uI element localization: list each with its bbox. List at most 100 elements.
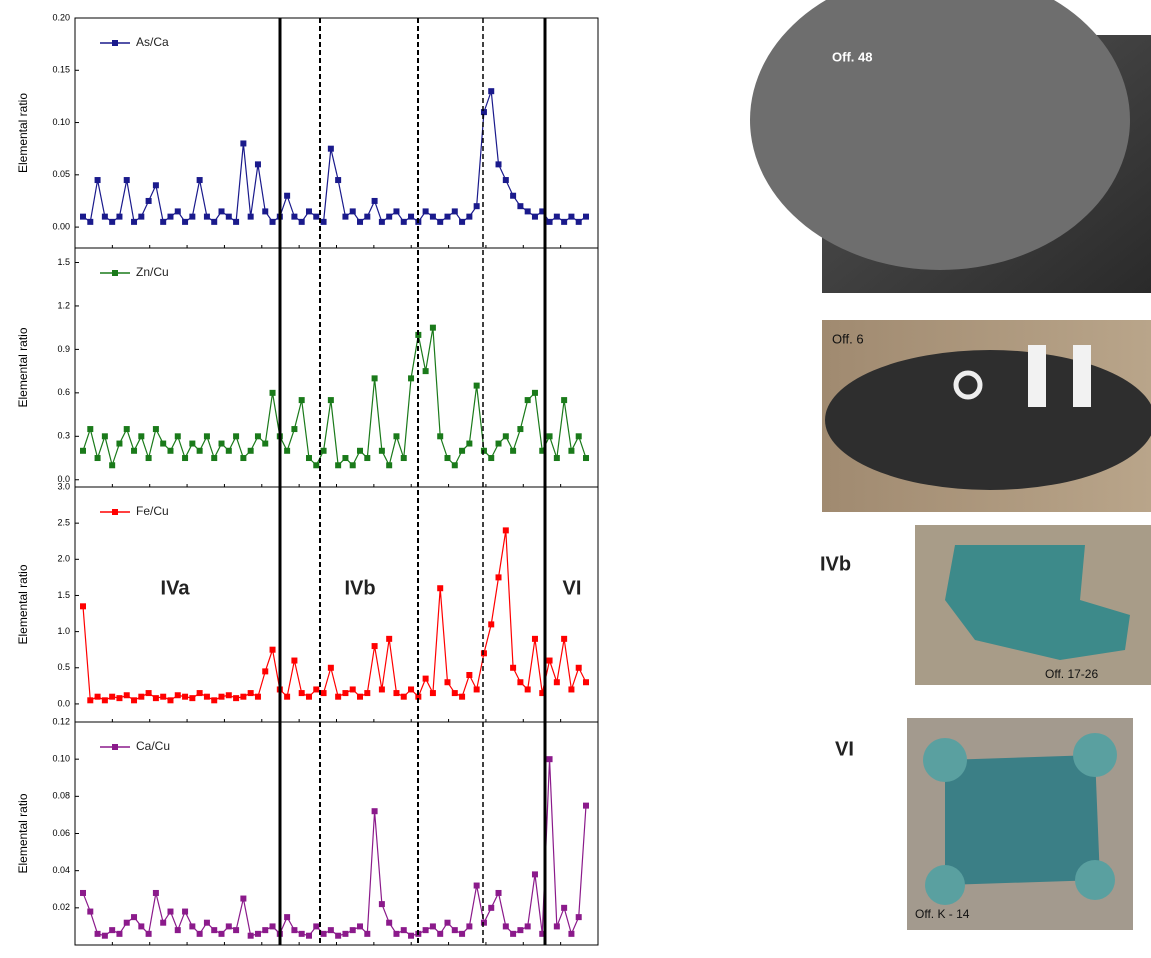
series-line	[82, 759, 587, 937]
data-point	[203, 919, 210, 926]
data-point	[524, 923, 531, 930]
photo-detail	[925, 865, 965, 905]
data-point	[320, 447, 327, 454]
data-point	[575, 218, 582, 225]
data-point	[364, 213, 371, 220]
data-point	[408, 686, 415, 693]
data-point	[247, 213, 254, 220]
data-point	[225, 447, 232, 454]
data-point	[109, 462, 116, 469]
data-point	[269, 923, 276, 930]
data-point	[189, 213, 196, 220]
data-point	[502, 923, 509, 930]
data-point	[211, 927, 218, 934]
data-point	[174, 692, 181, 699]
data-point	[233, 695, 240, 702]
y-tick-label: 1.5	[57, 590, 70, 600]
data-point	[138, 433, 145, 440]
data-point	[211, 455, 218, 462]
data-point	[145, 455, 152, 462]
data-point	[335, 177, 342, 184]
data-point	[291, 657, 298, 664]
data-point	[254, 930, 261, 937]
data-point	[488, 88, 495, 95]
y-tick-label: 0.9	[57, 344, 70, 354]
data-point	[160, 218, 167, 225]
data-point	[437, 930, 444, 937]
data-point	[575, 664, 582, 671]
data-point	[167, 697, 174, 704]
series-line	[82, 90, 587, 223]
data-point	[327, 397, 334, 404]
y-tick-label: 0.05	[52, 169, 70, 179]
data-point	[444, 919, 451, 926]
data-point	[327, 145, 334, 152]
data-point	[422, 368, 429, 375]
data-point	[531, 635, 538, 642]
data-point	[138, 923, 145, 930]
y-tick-label: 0.20	[52, 12, 70, 22]
data-point	[480, 919, 487, 926]
y-tick-label: 0.3	[57, 431, 70, 441]
data-point	[240, 693, 247, 700]
data-point	[400, 455, 407, 462]
data-point	[444, 455, 451, 462]
data-point	[459, 693, 466, 700]
data-point	[451, 690, 458, 697]
data-point	[313, 213, 320, 220]
data-point	[87, 218, 94, 225]
data-point	[451, 462, 458, 469]
data-point	[539, 930, 546, 937]
data-point	[203, 213, 210, 220]
data-point	[101, 932, 108, 939]
data-point	[203, 693, 210, 700]
photo-label: Off. 17-26	[1045, 667, 1098, 681]
photo-detail	[825, 350, 1151, 490]
y-tick-label: 0.6	[57, 387, 70, 397]
photo-detail	[945, 545, 1130, 660]
data-point	[495, 574, 502, 581]
data-point	[109, 927, 116, 934]
data-point	[357, 218, 364, 225]
data-point	[123, 919, 130, 926]
y-tick-label: 0.15	[52, 65, 70, 75]
data-point	[422, 208, 429, 215]
data-point	[160, 919, 167, 926]
data-point	[502, 527, 509, 534]
data-point	[371, 197, 378, 204]
data-point	[393, 690, 400, 697]
data-point	[262, 208, 269, 215]
data-point	[408, 213, 415, 220]
legend-marker	[112, 509, 118, 515]
data-point	[218, 440, 225, 447]
data-point	[553, 213, 560, 220]
y-axis-label: Elemental ratio	[16, 327, 30, 407]
data-point	[335, 932, 342, 939]
data-point	[123, 177, 130, 184]
data-point	[269, 218, 276, 225]
data-point	[152, 182, 159, 189]
data-point	[335, 693, 342, 700]
data-point	[298, 218, 305, 225]
data-point	[167, 213, 174, 220]
data-point	[480, 447, 487, 454]
data-point	[101, 213, 108, 220]
data-point	[575, 433, 582, 440]
data-point	[583, 455, 589, 462]
data-point	[116, 930, 123, 937]
data-point	[189, 440, 196, 447]
data-point	[305, 932, 312, 939]
data-point	[167, 908, 174, 915]
data-point	[262, 927, 269, 934]
data-point	[174, 433, 181, 440]
data-point	[145, 690, 152, 697]
data-point	[167, 447, 174, 454]
photo-detail	[923, 738, 967, 782]
data-point	[203, 433, 210, 440]
data-point	[386, 635, 393, 642]
data-point	[568, 686, 575, 693]
data-point	[131, 914, 138, 921]
data-point	[524, 397, 531, 404]
plot-frame	[74, 721, 599, 946]
